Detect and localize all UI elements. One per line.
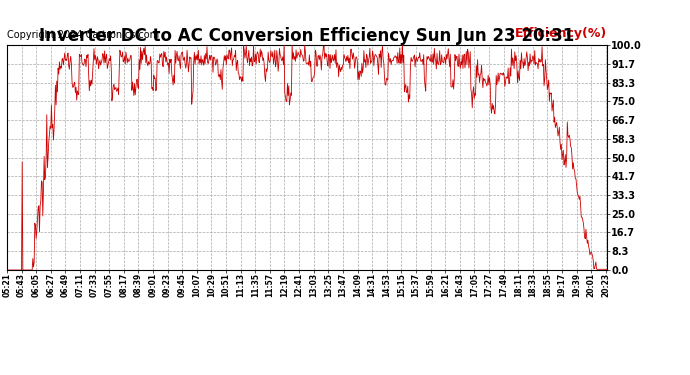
Text: Efficiency(%): Efficiency(%) (515, 27, 607, 40)
Title: Inverter DC to AC Conversion Efficiency Sun Jun 23 20:31: Inverter DC to AC Conversion Efficiency … (39, 27, 575, 45)
Text: Copyright 2024 Cartronics.com: Copyright 2024 Cartronics.com (7, 30, 159, 40)
